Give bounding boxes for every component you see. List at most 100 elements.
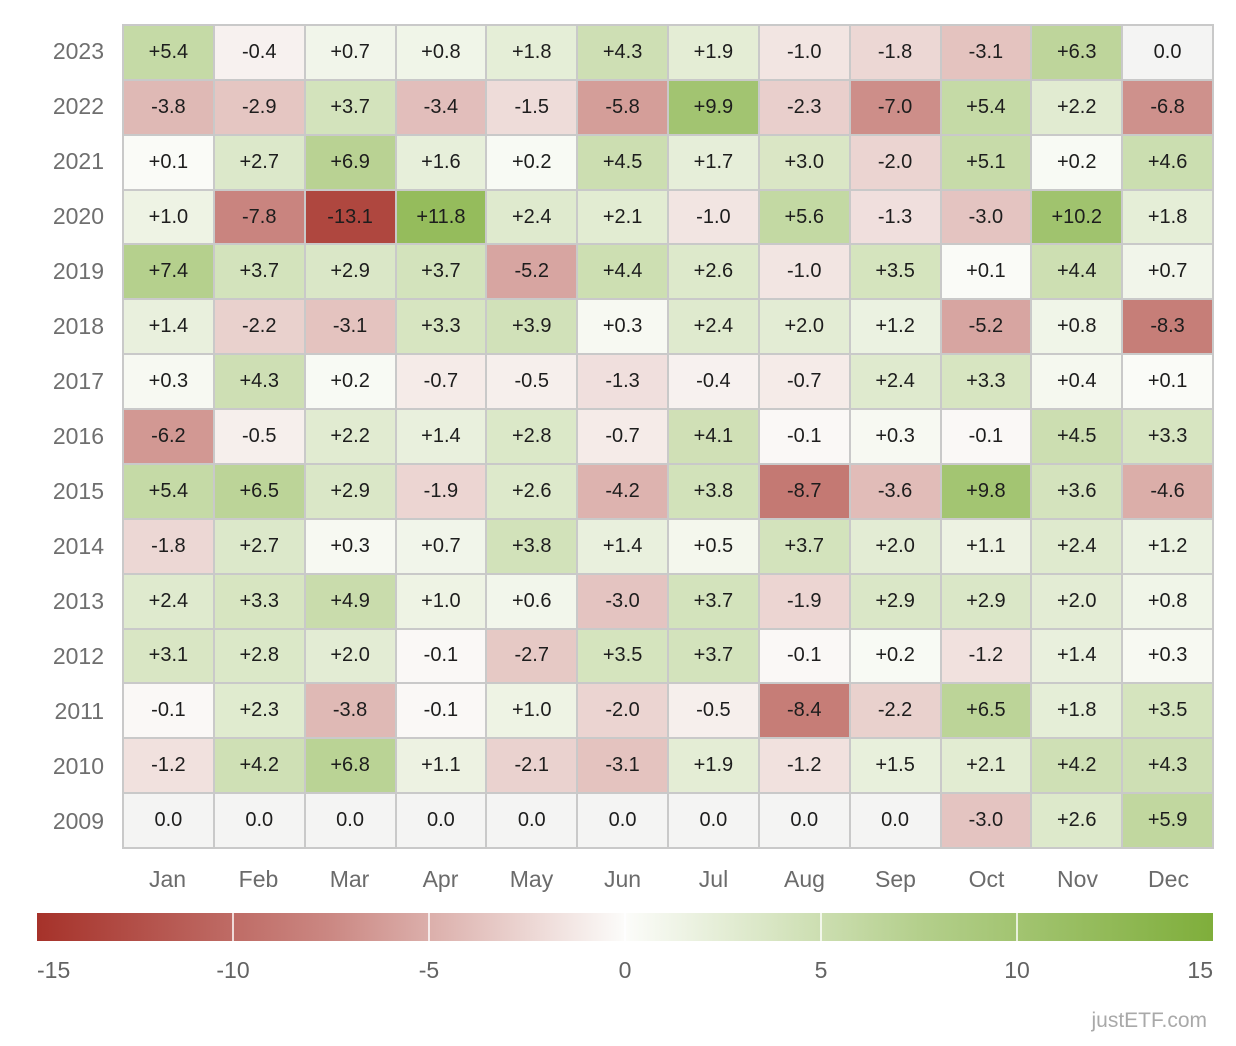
heatmap-cell: +1.4 [396, 410, 486, 463]
heatmap-cell: +1.0 [124, 190, 213, 244]
heatmap-cell: 0.0 [396, 794, 486, 847]
heatmap-cell: +3.7 [305, 80, 395, 134]
year-label: 2018 [52, 313, 104, 339]
heatmap-cell: +2.6 [669, 245, 758, 299]
heatmap-cell: +0.8 [396, 26, 486, 79]
heatmap-cell: +4.4 [578, 245, 667, 299]
heatmap-cell: -4.6 [1123, 464, 1212, 518]
scale-label: 0 [618, 957, 632, 983]
heatmap-cell: -3.1 [941, 26, 1031, 79]
year-label: 2016 [52, 423, 104, 449]
heatmap-cell: +0.2 [850, 629, 940, 683]
heatmap-cell: +3.7 [214, 245, 304, 299]
heatmap-cell: +9.9 [669, 80, 758, 134]
heatmap-cell: +5.6 [759, 190, 849, 244]
heatmap-cell: +1.6 [396, 135, 486, 189]
heatmap-cell: +4.3 [214, 355, 304, 409]
heatmap-grid: +5.4 -0.4 +0.7 +0.8 +1.8 +4.3 +1.9 -1.0 -1.8 -3.1… [122, 24, 1214, 849]
heatmap-cell: +3.7 [396, 245, 486, 299]
heatmap-cell: 0.0 [214, 794, 304, 847]
heatmap-cell: +3.8 [669, 464, 758, 518]
heatmap-cell: 0.0 [487, 794, 577, 847]
heatmap-cell: +2.8 [214, 629, 304, 683]
heatmap-cell: +1.0 [487, 684, 577, 738]
month-label: Mar [329, 865, 370, 892]
heatmap-cell: -1.9 [759, 574, 849, 628]
heatmap-cell: +5.4 [124, 464, 213, 518]
year-label: 2010 [52, 753, 104, 779]
year-label: 2012 [52, 643, 104, 669]
year-label: 2017 [52, 368, 104, 394]
year-label: 2023 [52, 38, 104, 64]
heatmap-cell: +3.5 [1123, 684, 1212, 738]
heatmap-cell: -2.9 [214, 80, 304, 134]
heatmap-cell: +4.6 [1123, 135, 1212, 189]
heatmap-cell: 0.0 [669, 794, 758, 847]
heatmap-cell: +10.2 [1032, 190, 1122, 244]
heatmap-cell: -2.0 [578, 684, 667, 738]
heatmap-cell: -2.0 [850, 135, 940, 189]
month-label: Feb [238, 865, 279, 892]
heatmap-cell: -3.0 [578, 574, 667, 628]
heatmap-cell: -3.0 [941, 794, 1031, 847]
heatmap-cell: -0.1 [396, 629, 486, 683]
heatmap-cell: -2.2 [850, 684, 940, 738]
heatmap-cell: +2.4 [1032, 519, 1122, 573]
heatmap-cell: +2.9 [305, 245, 395, 299]
heatmap-cell: 0.0 [759, 794, 849, 847]
heatmap-cell: +0.7 [396, 519, 486, 573]
month-label: Sep [875, 865, 916, 892]
heatmap-cell: 0.0 [850, 794, 940, 847]
heatmap-cell: -3.8 [305, 684, 395, 738]
heatmap-cell: -8.7 [759, 464, 849, 518]
heatmap-cell: +0.5 [669, 519, 758, 573]
year-label: 2021 [52, 148, 104, 174]
heatmap-cell: -0.5 [487, 355, 577, 409]
heatmap-cell: -0.1 [941, 410, 1031, 463]
scale-label: -15 [37, 957, 71, 983]
scale-tick [819, 913, 822, 941]
heatmap-cell: 0.0 [578, 794, 667, 847]
month-label: Jul [698, 865, 729, 892]
heatmap-cell: +4.5 [578, 135, 667, 189]
year-label: 2009 [52, 808, 104, 834]
heatmap-cell: +2.6 [1032, 794, 1122, 847]
heatmap-cell: +4.3 [578, 26, 667, 79]
heatmap-cell: +7.4 [124, 245, 213, 299]
heatmap-cell: -2.2 [214, 300, 304, 354]
heatmap-cell: -6.8 [1123, 80, 1212, 134]
heatmap-cell: +4.2 [1032, 739, 1122, 793]
heatmap-cell: +1.1 [396, 739, 486, 793]
heatmap-cell: +2.4 [850, 355, 940, 409]
brand-watermark: justETF.com [1091, 1009, 1207, 1032]
heatmap-cell: +0.1 [941, 245, 1031, 299]
heatmap-cell: +5.4 [941, 80, 1031, 134]
heatmap-cell: +3.3 [1123, 410, 1212, 463]
heatmap-cell: -1.0 [669, 190, 758, 244]
scale-label: 10 [1004, 957, 1030, 983]
heatmap-cell: +2.3 [214, 684, 304, 738]
heatmap-cell: +2.4 [669, 300, 758, 354]
month-axis: Jan Feb Mar Apr May Jun Jul Aug Sep Oct Nov Dec [122, 849, 1214, 909]
heatmap-cell: +3.7 [669, 574, 758, 628]
heatmap-cell: +4.2 [214, 739, 304, 793]
heatmap-cell: +2.9 [850, 574, 940, 628]
month-label: Oct [968, 865, 1005, 892]
scale-label: 5 [814, 957, 828, 983]
heatmap-cell: +0.8 [1123, 574, 1212, 628]
scale-label: -10 [216, 957, 250, 983]
heatmap-cell: +1.5 [850, 739, 940, 793]
heatmap-cell: -0.7 [578, 410, 667, 463]
year-label: 2019 [52, 258, 104, 284]
heatmap-cell: +3.6 [1032, 464, 1122, 518]
heatmap-cell: +4.5 [1032, 410, 1122, 463]
year-label: 2014 [52, 533, 104, 559]
heatmap-cell: +1.9 [669, 26, 758, 79]
heatmap-cell: -8.3 [1123, 300, 1212, 354]
heatmap-cell: -1.2 [941, 629, 1031, 683]
heatmap-cell: +2.4 [487, 190, 577, 244]
heatmap-cell: +2.0 [759, 300, 849, 354]
heatmap-cell: -7.0 [850, 80, 940, 134]
heatmap-cell: +5.4 [124, 26, 213, 79]
